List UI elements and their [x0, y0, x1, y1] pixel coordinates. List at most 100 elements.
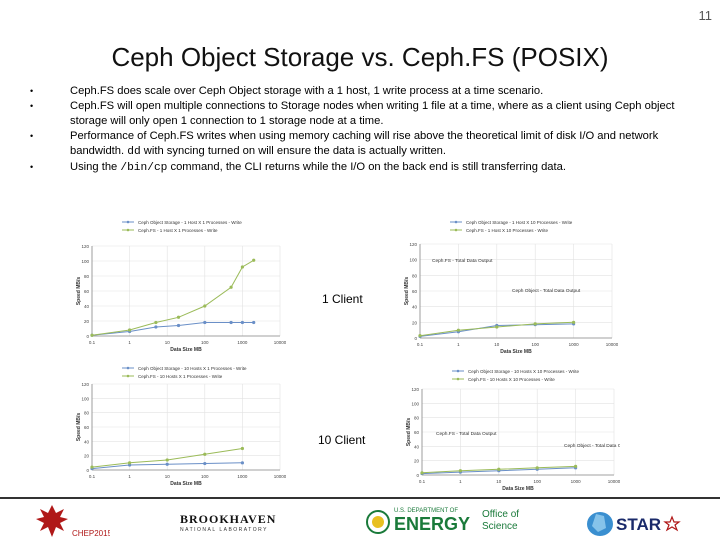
- legend-marker: [126, 220, 130, 224]
- data-point: [154, 320, 158, 325]
- x-tick-label: 1000: [569, 342, 580, 347]
- y-tick-label: 40: [414, 444, 420, 449]
- chart-annotation: Ceph Object - Total Data Output: [512, 288, 581, 294]
- bullet-dot-icon: •: [30, 131, 34, 141]
- y-axis-label: Speed MB/s: [404, 277, 410, 306]
- x-tick-label: 0.1: [417, 342, 424, 347]
- y-tick-label: 60: [84, 425, 90, 430]
- x-tick-label: 10000: [606, 342, 618, 347]
- bullet-code: dd: [127, 146, 141, 158]
- bullet-text-post: with syncing turned on will ensure the d…: [140, 145, 446, 157]
- y-tick-label: 100: [81, 396, 89, 401]
- data-point: [165, 458, 169, 462]
- doe-logo: U.S. DEPARTMENT OF ENERGY: [366, 508, 476, 538]
- chart-10-hosts-10-processes: 0 20 40 60 80 100 120 0.1 1 10 100 1000 10000 Data Si…: [400, 365, 620, 499]
- data-point: [240, 320, 244, 325]
- data-point: [574, 464, 578, 468]
- x-tick-label: 10000: [274, 474, 286, 479]
- data-point: [252, 320, 256, 325]
- y-tick-label: 0: [414, 336, 417, 341]
- legend-label: Ceph Object Storage - 1 Host X 1 Process…: [138, 220, 242, 225]
- chart-1-host-10-processes: 0 20 40 60 80 100 120 0.1 1 10 100 1000 10000 Data Si…: [398, 216, 618, 362]
- star-logo-graphic: STAR: [587, 512, 681, 536]
- y-tick-label: 80: [84, 274, 90, 279]
- y-tick-label: 80: [414, 416, 420, 421]
- data-point: [229, 320, 233, 325]
- data-point: [229, 285, 233, 289]
- y-tick-label: 120: [411, 387, 419, 392]
- x-tick-label: 100: [531, 342, 539, 347]
- legend-marker: [126, 374, 130, 378]
- legend-label: Ceph.FS - 10 Hosts X 10 Processes - Writ…: [468, 377, 555, 382]
- x-tick-label: 1000: [237, 340, 248, 345]
- bullet-text-pre: Using the: [70, 161, 121, 173]
- data-point: [535, 466, 539, 470]
- x-tick-label: 1: [128, 340, 131, 345]
- y-tick-label: 0: [416, 473, 419, 478]
- x-tick-label: 10000: [608, 479, 620, 484]
- x-tick-label: 1000: [571, 479, 582, 484]
- series-line: [91, 259, 254, 336]
- bullet-text-post: command, the CLI returns while the I/O o…: [167, 161, 566, 173]
- bullet-dot-icon: •: [30, 162, 34, 172]
- legend-label: Ceph.FS - 10 Hosts X 1 Processes - Write: [138, 374, 223, 379]
- data-point: [165, 462, 169, 466]
- legend-marker: [126, 366, 130, 370]
- y-tick-label: 60: [412, 289, 418, 294]
- legend-marker: [454, 228, 458, 232]
- x-tick-label: 1000: [237, 474, 248, 479]
- y-tick-label: 20: [414, 459, 420, 464]
- x-axis-label: Data Size MB: [170, 481, 202, 487]
- one-client-label: 1 Client: [320, 292, 365, 306]
- x-tick-label: 1: [459, 479, 462, 484]
- x-axis-label: Data Size MB: [500, 349, 532, 355]
- data-point: [128, 461, 132, 465]
- bullet-text: Ceph.FS will open multiple connections t…: [70, 100, 675, 127]
- bullet-item: • Performance of Ceph.FS writes when usin…: [30, 129, 690, 160]
- data-point: [252, 258, 256, 262]
- x-tick-label: 0.1: [419, 479, 426, 484]
- data-point: [495, 325, 499, 329]
- legend-marker: [454, 220, 458, 224]
- y-tick-label: 120: [81, 382, 89, 387]
- chep-leaf-icon: CHEP2015: [36, 505, 113, 538]
- legend-marker: [126, 228, 130, 232]
- data-point: [240, 265, 244, 269]
- y-tick-label: 20: [412, 320, 418, 325]
- y-tick-label: 20: [84, 454, 90, 459]
- data-point: [456, 328, 460, 332]
- y-axis-label: Speed MB/s: [76, 277, 82, 306]
- data-point: [203, 304, 207, 308]
- x-tick-label: 0.1: [89, 340, 96, 345]
- legend-marker: [456, 377, 460, 381]
- chart-svg: 0 20 40 60 80 100 120 0.1 1 10 100 1000 10000 Data Si…: [404, 220, 618, 355]
- chart-svg: 0 20 40 60 80 100 120 0.1 1 10 100 1000 10000 Data Si…: [76, 220, 286, 353]
- chep-text: CHEP2015: [72, 529, 110, 538]
- legend-label: Ceph Object Storage - 10 Hosts X 10 Proc…: [468, 369, 579, 374]
- slide-title: Ceph Object Storage vs. Ceph.FS (POSIX): [111, 42, 609, 72]
- x-tick-label: 10: [494, 342, 500, 347]
- y-tick-label: 120: [409, 242, 417, 247]
- legend-label: Ceph.FS - 1 Host X 1 Processes - Write: [138, 228, 218, 233]
- chart-1-host-1-process: 0 20 40 60 80 100 120 0.1 1 10 100 1000 10000 Data Si…: [74, 216, 286, 362]
- y-tick-label: 0: [86, 334, 89, 339]
- chart-svg: 0 20 40 60 80 100 120 0.1 1 10 100 1000 10000 Data Si…: [76, 366, 286, 487]
- y-tick-label: 40: [84, 304, 90, 309]
- y-tick-label: 20: [84, 319, 90, 324]
- bullet-list: • Ceph.FS does scale over Ceph Object sto…: [30, 84, 690, 176]
- bullet-item: • Ceph.FS will open multiple connections …: [30, 99, 690, 129]
- y-tick-label: 0: [86, 468, 89, 473]
- x-tick-label: 10: [496, 479, 502, 484]
- x-tick-label: 1: [128, 474, 131, 479]
- y-tick-label: 120: [81, 244, 89, 249]
- y-tick-label: 80: [412, 273, 418, 278]
- ten-client-label: 10 Client: [316, 433, 368, 447]
- data-point: [240, 446, 244, 451]
- chart-annotation: Ceph.FS - Total Data Output: [436, 431, 497, 437]
- bnl-subtext: NATIONAL LABORATORY: [180, 527, 268, 533]
- bnl-logo: BROOKHAVEN NATIONAL LABORATORY: [180, 512, 280, 536]
- data-point: [176, 323, 181, 328]
- doe-seal-icon: [366, 510, 390, 534]
- x-tick-label: 1: [457, 342, 460, 347]
- bullet-dot-icon: •: [30, 101, 34, 111]
